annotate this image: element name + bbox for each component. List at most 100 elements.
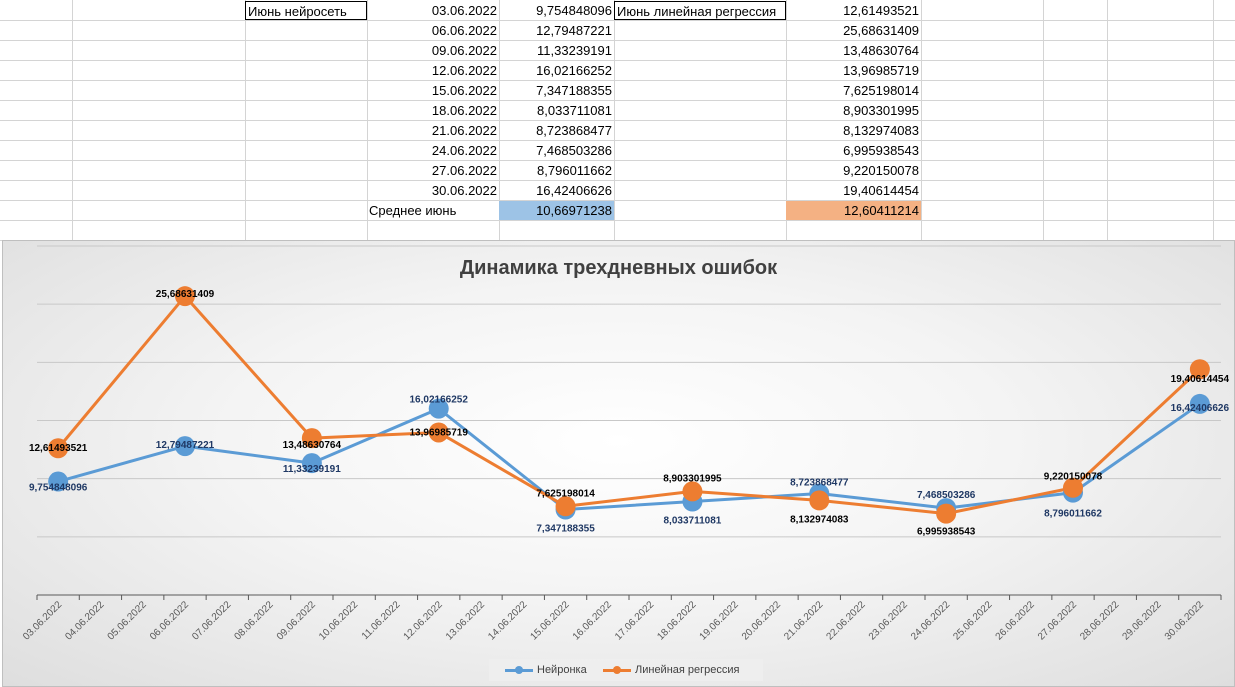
x-tick-label: 03.06.2022 [21,599,64,642]
x-tick-label: 15.06.2022 [529,599,572,642]
x-tick-label: 12.06.2022 [402,599,445,642]
data-point-0 [175,436,195,457]
cell-nn-value[interactable]: 8,723868477 [536,123,612,138]
x-tick-label: 14.06.2022 [486,599,529,642]
cell-date[interactable]: 24.06.2022 [431,143,497,158]
cell-avg-lr[interactable]: 12,60411214 [786,201,921,220]
cell-date[interactable]: 06.06.2022 [431,23,497,38]
data-label-0: 9,754848096 [29,483,88,494]
cell-lr-value[interactable]: 19,40614454 [843,183,919,198]
data-label-1: 6,995938543 [917,527,976,538]
cell-date[interactable]: 18.06.2022 [431,103,497,118]
cell-nn-value[interactable]: 16,02166252 [536,63,612,78]
data-label-0: 16,02166252 [410,395,469,406]
data-label-0: 8,723868477 [790,478,849,489]
series-line-0 [57,402,1201,512]
data-label-0: 8,796011662 [1044,509,1102,520]
data-point-1 [301,428,322,449]
cell-nn-value[interactable]: 8,033711081 [537,103,612,118]
row-line [0,40,1235,41]
x-tick-label: 10.06.2022 [317,599,360,642]
cell-date[interactable]: 21.06.2022 [431,123,497,138]
x-tick-label: 18.06.2022 [655,599,698,642]
data-point-1 [936,503,957,524]
cell-lr-value[interactable]: 13,96985719 [843,63,919,78]
data-label-0: 8,033711081 [664,516,722,527]
x-tick-label: 26.06.2022 [994,599,1037,642]
data-point-0 [301,453,322,474]
cell-date[interactable]: 09.06.2022 [431,43,497,58]
cell-date[interactable]: 03.06.2022 [431,3,497,18]
data-label-1: 13,48630764 [283,440,342,451]
legend-marker-lr [613,666,621,674]
cell-nn-value[interactable]: 8,796011662 [537,163,612,178]
row-line [0,180,1235,181]
data-point-0 [428,398,449,419]
cell-date[interactable]: 12.06.2022 [431,63,497,78]
data-point-0 [1189,393,1210,414]
data-label-1: 7,625198014 [536,488,595,499]
data-label-0: 7,347188355 [536,524,595,535]
cell-lr-value[interactable]: 13,48630764 [843,43,919,58]
cell-label-lr[interactable]: Июнь линейная регрессия [614,1,786,20]
row-line [0,120,1235,121]
cell-nn-value[interactable]: 7,347188355 [536,83,612,98]
data-point-1 [1189,359,1210,380]
cell-nn-value[interactable]: 11,33239191 [537,43,612,58]
cell-nn-value[interactable]: 16,42406626 [536,183,612,198]
cell-date[interactable]: 15.06.2022 [431,83,497,98]
data-label-0: 16,42406626 [1171,403,1230,414]
cell-nn-value[interactable]: 7,468503286 [536,143,612,158]
data-label-1: 12,61493521 [29,443,88,454]
cell-nn-value[interactable]: 12,79487221 [536,23,612,38]
error-dynamics-chart[interactable]: 03.06.2022 04.06.2022 05.06.2022 06.06.2022… [2,240,1235,687]
row-line [0,100,1235,101]
row-line [0,220,1235,221]
row-line [0,80,1235,81]
cell-avg-nn[interactable]: 10,66971238 [499,201,614,220]
spreadsheet-grid[interactable]: Июнь нейросеть Июнь линейная регрессия С… [0,0,1235,241]
data-point-1 [175,286,195,307]
x-tick-label: 07.06.2022 [190,599,233,642]
chart-title: Динамика трехдневных ошибок [459,257,778,279]
row-line [0,20,1235,21]
data-label-0: 11,33239191 [283,464,341,475]
cell-lr-value[interactable]: 8,903301995 [843,103,919,118]
cell-lr-value[interactable]: 6,995938543 [843,143,919,158]
data-point-1 [428,422,449,443]
legend-label-lr: Линейная регрессия [635,664,740,676]
cell-lr-value[interactable]: 12,61493521 [843,3,919,18]
data-point-0 [48,471,69,492]
x-tick-label: 19.06.2022 [698,599,741,642]
data-label-0: 12,79487221 [156,440,215,451]
x-tick-label: 24.06.2022 [909,599,952,642]
x-tick-label: 20.06.2022 [740,599,783,642]
chart-plot-area: 03.06.2022 04.06.2022 05.06.2022 06.06.2022… [21,245,1230,643]
x-tick-label: 23.06.2022 [867,599,910,642]
x-tick-label: 16.06.2022 [571,599,614,642]
x-tick-label: 05.06.2022 [106,599,149,642]
x-tick-label: 29.06.2022 [1121,599,1164,642]
x-tick-label: 06.06.2022 [148,599,191,642]
row-line [0,200,1235,201]
cell-date[interactable]: 30.06.2022 [431,183,497,198]
cell-label-avg[interactable]: Среднее июнь [369,203,457,218]
x-tick-label: 13.06.2022 [444,599,487,642]
x-tick-label: 08.06.2022 [233,599,276,642]
data-label-1: 19,40614454 [1171,374,1230,385]
cell-lr-value[interactable]: 25,68631409 [843,23,919,38]
x-tick-label: 25.06.2022 [951,599,994,642]
cell-nn-value[interactable]: 9,754848096 [536,3,612,18]
series-line-1 [56,294,1201,516]
data-label-1: 8,132974083 [790,514,849,525]
cell-date[interactable]: 27.06.2022 [431,163,497,178]
cell-label-nn[interactable]: Июнь нейросеть [245,1,367,20]
cell-lr-value[interactable]: 8,132974083 [843,123,919,138]
x-tick-label: 22.06.2022 [825,599,868,642]
cell-lr-value[interactable]: 9,220150078 [843,163,919,178]
x-tick-label: 04.06.2022 [63,599,106,642]
cell-lr-value[interactable]: 7,625198014 [843,83,919,98]
data-label-0: 7,468503286 [917,490,976,501]
data-label-1: 8,903301995 [663,473,722,484]
data-point-1 [48,438,69,459]
